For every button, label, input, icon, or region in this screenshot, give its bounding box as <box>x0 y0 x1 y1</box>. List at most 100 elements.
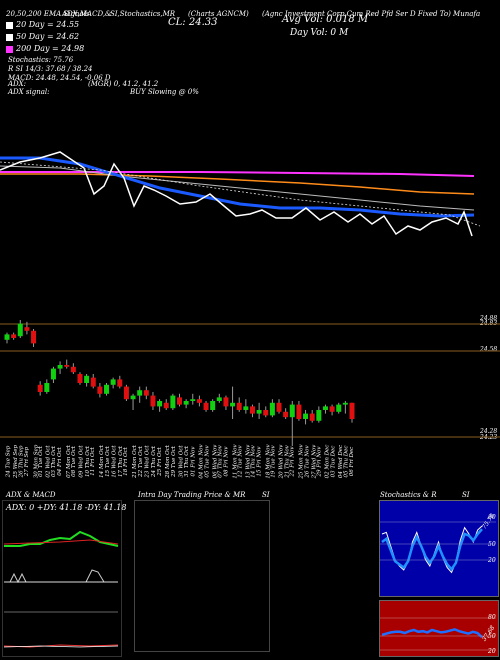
candle-body <box>210 401 216 410</box>
candle-body <box>31 330 37 344</box>
candle-body <box>17 323 23 337</box>
candle-body <box>90 377 96 387</box>
candle-body <box>256 410 262 414</box>
candle-body <box>143 390 149 396</box>
candle-body <box>97 386 103 394</box>
rsi-tick-20: 20 <box>488 648 496 655</box>
candle-body <box>110 379 116 385</box>
intra-panel-title: Intra Day Trading Price & MR <box>138 491 246 499</box>
adx-small-wave-left <box>9 572 27 584</box>
rsi-tick-50: 50 <box>488 633 496 640</box>
stoch-tick-50: 50 <box>488 541 496 548</box>
ema-grey-line <box>0 165 475 211</box>
candle-body <box>37 384 43 392</box>
candle-body <box>84 375 90 383</box>
candle-body <box>70 366 76 373</box>
stoch-panel-si: SI <box>462 491 470 499</box>
candle-body <box>303 413 309 419</box>
price-label-4: 24.28 <box>480 428 498 435</box>
candle-body <box>336 404 342 412</box>
stochastics-value: Stochastics: 75.76 <box>8 56 74 64</box>
header-company-name: (Agnc Investment Corp Cum Red Pfd Ser D … <box>262 10 481 18</box>
ema-orange-line <box>0 173 475 195</box>
macd-value: MACD: 24.48, 24.54, -0.06 D <box>8 74 111 82</box>
rsi-tick-80: 80 <box>488 614 496 621</box>
candle-body <box>230 402 236 407</box>
candle-body <box>50 368 56 380</box>
adx-signal-label: ADX signal: <box>8 88 50 96</box>
header-ema-signals: 20,50,200 EMA Signals <box>6 10 90 18</box>
rsi-line <box>381 628 483 639</box>
intra-panel-si: SI <box>262 491 270 499</box>
candle-body <box>157 401 163 407</box>
candle-body <box>322 406 328 410</box>
ema-20-legend: 20 Day = 24.55 <box>6 20 79 30</box>
mr-value: (MGR) 0, 41.2, 41.2 <box>88 80 159 88</box>
ema-200-legend: 200 Day = 24.98 <box>6 44 84 54</box>
ema-50-label: 50 Day = 24.62 <box>16 32 80 41</box>
ema-50-swatch <box>6 33 13 41</box>
ema-50-legend: 50 Day = 24.62 <box>6 32 79 42</box>
ema-200-swatch <box>6 45 13 53</box>
candle-body <box>283 411 289 418</box>
candle-body <box>316 410 322 421</box>
stoch-panel-title: Stochastics & R <box>380 491 437 499</box>
header-adx-macd: ADX,MACD,& <box>62 10 112 18</box>
price-close-line <box>0 151 473 237</box>
candle-body <box>309 413 315 421</box>
candle-body <box>44 383 50 392</box>
candle-body <box>276 402 282 412</box>
header-stochastics: SI,Stochastics,MR <box>110 10 176 18</box>
ema-50-line <box>0 156 475 218</box>
day-volume: Day Vol: 0 M <box>290 28 349 38</box>
candle-body <box>24 327 30 331</box>
buy-signal: BUY Slowing @ 0% <box>130 88 199 96</box>
candle-body <box>4 334 10 340</box>
candle-body <box>130 395 136 400</box>
candle-body <box>216 397 222 401</box>
adx-small-wave-right <box>85 569 105 583</box>
candle-body <box>223 397 229 407</box>
candle-body <box>296 404 302 419</box>
candle-body <box>196 399 202 403</box>
candle-body <box>177 397 182 405</box>
candle-body <box>342 402 348 405</box>
stochastics-signal-line <box>381 528 483 572</box>
candle-body <box>203 402 209 410</box>
ema-200-label: 200 Day = 24.98 <box>16 44 85 53</box>
si-value: R SI 14/3: 37.68 / 38.24 <box>8 65 93 73</box>
avg-volume: Avg Vol: 0.018 M <box>282 14 369 25</box>
candle-body <box>150 395 156 407</box>
candle-body <box>349 402 355 419</box>
adx-minus-line <box>3 539 119 545</box>
candle-body <box>137 390 143 396</box>
candle-body <box>236 402 242 410</box>
ema-20-label: 20 Day = 24.55 <box>16 20 80 29</box>
adx-plus-line <box>4 530 119 547</box>
candle-body <box>269 402 275 416</box>
stochastics-line <box>381 525 483 574</box>
adx-label: ADX: <box>8 80 27 88</box>
ema-200-line <box>0 171 475 177</box>
adx-panel-title: ADX & MACD <box>6 491 56 499</box>
candle-body <box>190 399 196 401</box>
candle-layer <box>0 320 500 446</box>
close-price: CL: 24.33 <box>168 17 218 28</box>
macd-signal-line <box>3 645 119 648</box>
candle-body <box>289 404 295 418</box>
ema-layer <box>0 151 481 237</box>
candle-body <box>11 334 17 338</box>
candle-body <box>329 406 335 412</box>
rsi-panel <box>379 600 499 657</box>
candle-body <box>77 374 83 383</box>
candle-body <box>123 386 129 400</box>
candle-body <box>64 365 70 367</box>
stoch-tick-80: 80 <box>488 514 496 521</box>
adx-panel <box>2 500 122 657</box>
candle-body <box>117 379 123 387</box>
ema-20-line <box>0 161 481 227</box>
candle-body <box>243 406 249 410</box>
price-label-1: 24.88 <box>480 315 498 322</box>
candle-body <box>263 410 269 416</box>
